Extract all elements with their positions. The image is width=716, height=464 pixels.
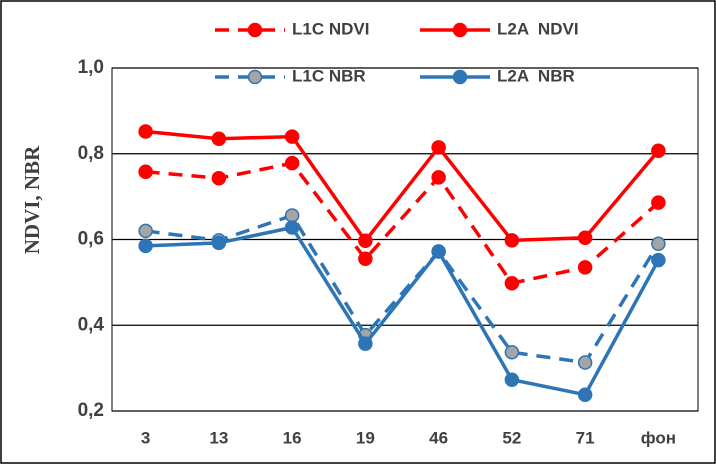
- marker: [431, 244, 446, 259]
- marker: [504, 372, 520, 387]
- y-tick-label: 0,6: [78, 229, 104, 250]
- x-tick-label: 71: [576, 428, 595, 447]
- legend-label: L1C NDVI: [292, 19, 369, 38]
- marker: [358, 233, 373, 249]
- marker: [211, 235, 227, 251]
- marker: [651, 195, 666, 210]
- legend-label: L1C NBR: [292, 66, 366, 85]
- marker: [211, 131, 227, 146]
- marker: [358, 251, 373, 267]
- x-tick-label: 19: [356, 428, 375, 447]
- marker: [577, 387, 593, 402]
- legend-marker: [452, 69, 468, 85]
- y-axis-label: NDVI, NBR: [20, 145, 44, 254]
- marker: [577, 260, 593, 275]
- legend-marker: [247, 22, 263, 38]
- marker: [431, 170, 446, 185]
- x-tick-label: 52: [502, 428, 521, 447]
- y-tick-label: 0,8: [78, 143, 104, 164]
- series-line: [145, 225, 660, 397]
- marker: [211, 170, 227, 186]
- legend-label: L2A NDVI: [497, 19, 579, 38]
- marker: [138, 238, 153, 254]
- marker: [504, 345, 520, 360]
- marker: [651, 252, 666, 268]
- legend-label: L2A NBR: [497, 66, 575, 85]
- marker: [504, 275, 520, 291]
- series-line: [145, 161, 660, 286]
- marker: [284, 155, 300, 171]
- marker: [431, 140, 446, 155]
- marker: [651, 143, 666, 158]
- marker: [284, 129, 300, 144]
- x-tick-label: 13: [209, 428, 228, 447]
- legend-marker: [247, 69, 263, 85]
- marker: [138, 124, 153, 139]
- marker: [577, 355, 593, 370]
- x-tick-label: 3: [141, 428, 150, 447]
- marker: [284, 208, 300, 223]
- y-tick-label: 1,0: [78, 57, 104, 78]
- legend-marker: [452, 22, 468, 38]
- series-line: [145, 213, 660, 365]
- series-line: [145, 129, 660, 244]
- marker: [138, 223, 153, 239]
- marker: [358, 336, 373, 351]
- marker: [504, 233, 520, 248]
- marker: [577, 230, 593, 246]
- x-tick-label: 16: [283, 428, 302, 447]
- y-tick-label: 0,2: [78, 400, 104, 421]
- marker: [284, 220, 300, 235]
- x-tick-label: 46: [429, 428, 448, 447]
- x-tick-label: фон: [641, 428, 676, 447]
- y-tick-label: 0,4: [78, 314, 105, 335]
- marker: [138, 164, 153, 180]
- marker: [651, 236, 666, 252]
